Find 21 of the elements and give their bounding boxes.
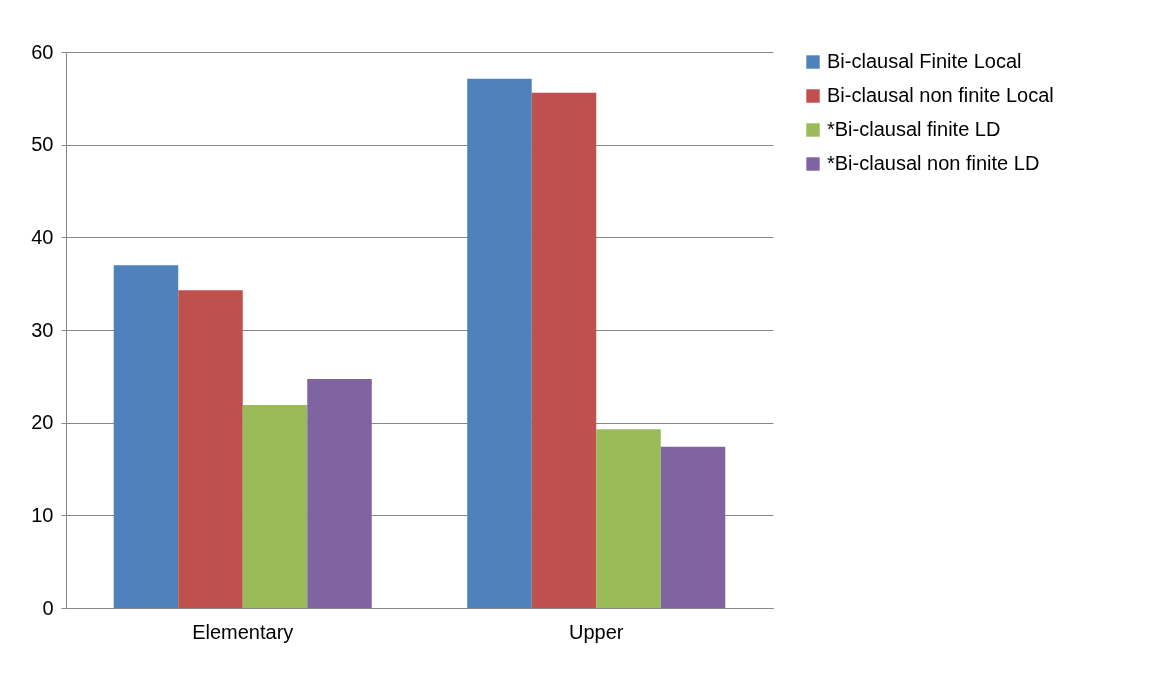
bar <box>467 78 532 608</box>
y-tick-label: 30 <box>31 318 54 341</box>
y-tick-label: 0 <box>42 596 54 619</box>
x-tick-label: Upper <box>569 620 624 643</box>
bar <box>307 379 372 608</box>
bar <box>596 429 661 608</box>
y-tick-label: 50 <box>31 133 54 156</box>
legend-label: *Bi-clausal finite LD <box>827 118 1001 140</box>
bar <box>531 92 597 608</box>
bar <box>242 405 308 608</box>
legend-label: Bi-clausal Finite Local <box>827 50 1022 72</box>
bar <box>660 446 726 608</box>
x-tick-label: Elementary <box>192 620 294 643</box>
y-tick-label: 20 <box>31 411 54 434</box>
bar <box>113 265 179 608</box>
y-tick-label: 40 <box>31 225 54 248</box>
y-tick-label: 10 <box>31 503 54 526</box>
legend-label: *Bi-clausal non finite LD <box>827 152 1040 174</box>
y-tick-label: 60 <box>31 40 54 63</box>
legend-label: Bi-clausal non finite Local <box>827 84 1054 106</box>
bar <box>178 290 243 608</box>
